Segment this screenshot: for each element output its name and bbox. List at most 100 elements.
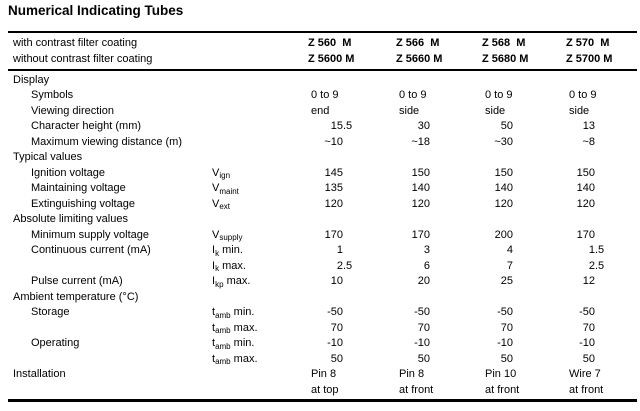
value-cell-z568: 120 xyxy=(482,197,513,213)
value-integer-part: ~10 xyxy=(324,135,343,148)
header-row-without-filter: without contrast filter coating Z 5600 M… xyxy=(0,51,640,67)
value-cell-z570: ~8 xyxy=(566,135,595,151)
value-cell-z566: Pin 8 xyxy=(399,368,425,380)
value-cell-z560: -10 xyxy=(308,336,343,352)
table-row: Maintaining voltage Vmaint 135 140 140 1… xyxy=(0,181,640,197)
value-integer-part: 170 xyxy=(576,228,595,241)
value-integer-part: 140 xyxy=(494,182,513,194)
symbol-base: t xyxy=(212,337,216,349)
value-cell-z568: 7 xyxy=(482,259,513,275)
value-cell-z570: -10 xyxy=(566,336,595,352)
row-symbol: Ik max. xyxy=(212,259,246,275)
symbol-subscript: amb xyxy=(215,341,231,351)
table-row: Display xyxy=(0,73,640,89)
value-cell-z566: 3 xyxy=(396,243,430,259)
value-integer-part: 6 xyxy=(423,259,430,272)
value-integer-part: 170 xyxy=(411,228,430,241)
symbol-suffix: max. xyxy=(223,275,251,287)
row-label: Storage xyxy=(31,306,70,318)
row-label: Absolute limiting values xyxy=(13,213,128,225)
value-cell-z566: side xyxy=(399,104,420,117)
table-bottom-rule xyxy=(8,399,637,402)
value-integer-part: 50 xyxy=(582,352,595,365)
value-integer-part: 70 xyxy=(582,321,595,334)
value-integer-part: 4 xyxy=(506,244,513,256)
value-integer-part: 120 xyxy=(411,197,430,210)
value-integer-part: 15 xyxy=(330,120,343,132)
value-cell-z560: 120 xyxy=(308,197,343,213)
value-integer-part: -10 xyxy=(327,337,343,349)
symbol-base: V xyxy=(212,228,220,241)
value-cell-z568: 70 xyxy=(482,321,513,337)
value-integer-part: -50 xyxy=(579,306,595,318)
table-row: tamb max. 70 70 70 70 xyxy=(0,321,640,337)
value-cell-z566: 6 xyxy=(396,259,430,275)
symbol-base: V xyxy=(212,182,220,194)
value-integer-part: 20 xyxy=(417,275,430,287)
value-integer-part: 1 xyxy=(336,244,343,256)
value-cell-z566: 50 xyxy=(396,352,430,368)
value-cell-z568: -50 xyxy=(482,305,513,321)
value-cell-z568: 140 xyxy=(482,181,513,197)
value-cell-z570: Wire 7 xyxy=(569,368,601,380)
model-z5660m: Z 5660 M xyxy=(396,53,443,65)
symbol-base: V xyxy=(212,166,220,179)
row-label: Viewing direction xyxy=(31,104,114,117)
value-integer-part: 135 xyxy=(324,182,343,194)
value-integer-part: 70 xyxy=(330,321,343,334)
value-cell-z560: 1 xyxy=(308,243,343,259)
value-integer-part: 3 xyxy=(423,244,430,256)
table-top-rule xyxy=(8,31,637,33)
value-integer-part: 50 xyxy=(500,120,513,132)
row-symbol: Vsupply xyxy=(212,228,242,244)
row-symbol: Vext xyxy=(212,197,230,213)
value-cell-z570: side xyxy=(569,104,590,117)
table-row: Extinguishing voltage Vext 120 120 120 1… xyxy=(0,197,640,213)
value-cell-z568: 4 xyxy=(482,243,513,259)
symbol-subscript: amb xyxy=(215,310,231,320)
value-fraction-part: .5 xyxy=(595,259,605,272)
value-integer-part: -10 xyxy=(414,337,430,349)
table-row: tamb max. 50 50 50 50 xyxy=(0,352,640,368)
value-integer-part: 70 xyxy=(417,321,430,334)
table-row: at top at front at front at front xyxy=(0,383,640,399)
value-integer-part: ~18 xyxy=(411,135,430,148)
value-cell-z570: -50 xyxy=(566,305,595,321)
row-label: Ignition voltage xyxy=(31,166,105,179)
header-label-with-filter: with contrast filter coating xyxy=(13,37,138,49)
value-integer-part: 50 xyxy=(330,352,343,365)
symbol-subscript: k xyxy=(215,248,220,258)
value-integer-part: 7 xyxy=(506,259,513,272)
value-cell-z568: ~30 xyxy=(482,135,513,151)
value-cell-z560: 170 xyxy=(308,228,343,244)
value-cell-z566: at front xyxy=(399,383,434,396)
value-cell-z568: 200 xyxy=(482,228,513,244)
row-label: Operating xyxy=(31,337,80,349)
value-cell-z566: 30 xyxy=(396,119,430,135)
value-cell-z570: 0 to 9 xyxy=(569,89,597,101)
value-cell-z566: 140 xyxy=(396,181,430,197)
value-integer-part: 140 xyxy=(411,182,430,194)
value-cell-z568: Pin 10 xyxy=(485,368,517,380)
row-symbol: tamb max. xyxy=(212,321,258,337)
value-cell-z570: 120 xyxy=(566,197,595,213)
header-row-with-filter: with contrast filter coating Z 560 M Z 5… xyxy=(0,35,640,51)
row-symbol: tamb max. xyxy=(212,352,258,368)
row-label: Maximum viewing distance (m) xyxy=(31,135,182,148)
value-integer-part: 12 xyxy=(582,275,595,287)
symbol-suffix: max. xyxy=(230,352,258,365)
symbol-suffix: min. xyxy=(230,306,255,318)
value-integer-part: 13 xyxy=(582,120,595,132)
symbol-subscript: kp xyxy=(215,279,224,289)
value-cell-z560: 135 xyxy=(308,181,343,197)
value-integer-part: ~8 xyxy=(582,135,595,148)
model-z5680m: Z 5680 M xyxy=(482,53,529,65)
value-fraction-part: .5 xyxy=(595,244,605,256)
symbol-base: I xyxy=(212,244,216,256)
model-z568m: Z 568 M xyxy=(482,37,526,49)
table-row: Maximum viewing distance (m) ~10 ~18 ~30… xyxy=(0,135,640,151)
table-row: Operating tamb min. -10 -10 -10 -10 xyxy=(0,336,640,352)
symbol-subscript: amb xyxy=(215,357,231,366)
value-integer-part: 120 xyxy=(576,197,595,210)
value-cell-z566: 70 xyxy=(396,321,430,337)
